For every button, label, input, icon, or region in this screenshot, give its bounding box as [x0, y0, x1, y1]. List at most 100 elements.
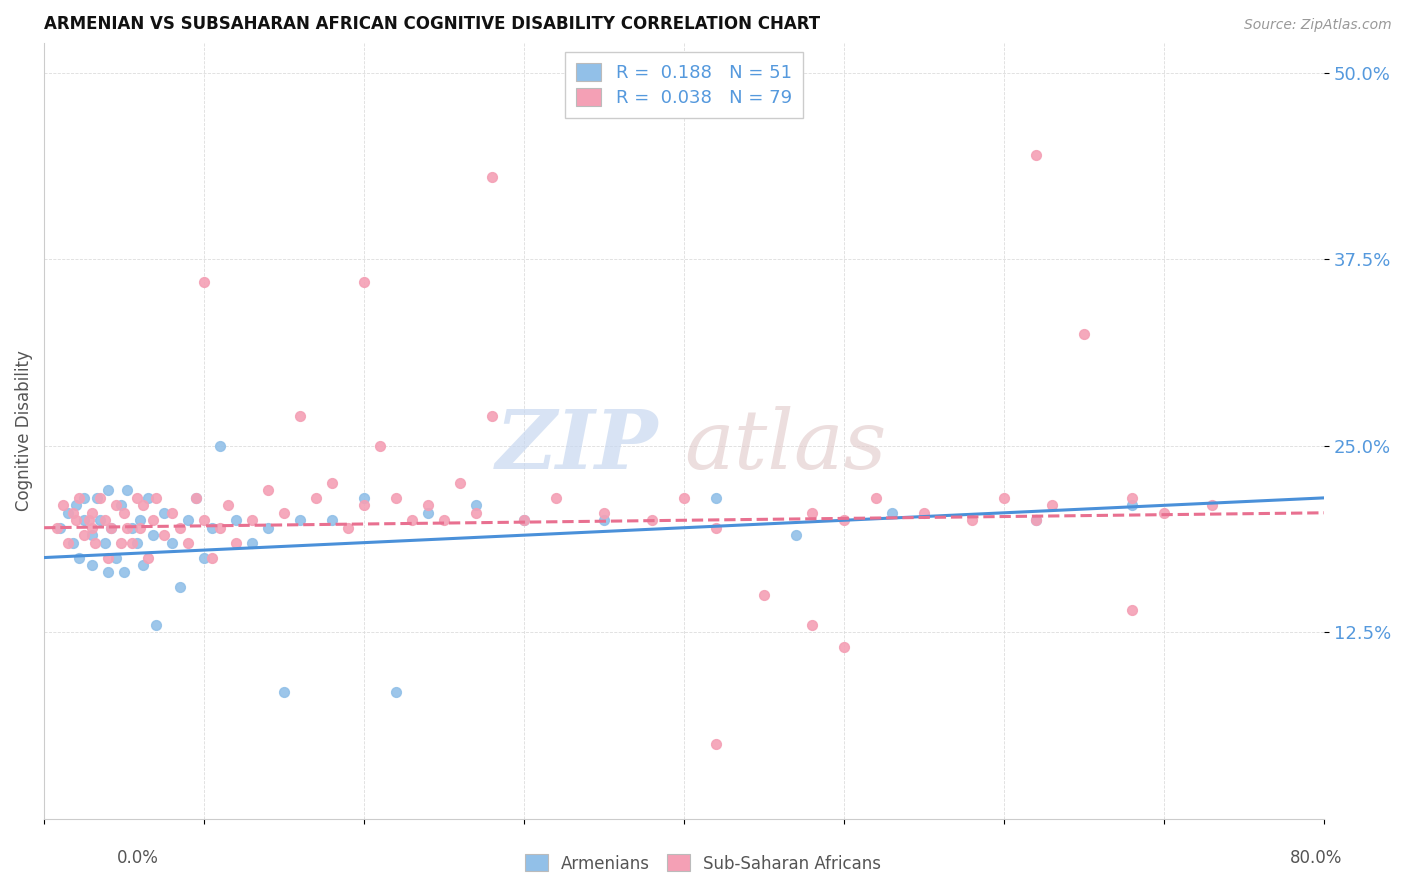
Point: [65, 513, 87, 527]
Point: [110, 499, 132, 513]
Point: [52, 499, 75, 513]
Point: [67, 550, 90, 565]
Point: [160, 535, 183, 549]
Point: [832, 640, 855, 654]
Point: [193, 513, 215, 527]
Point: [97, 550, 120, 565]
Point: [169, 581, 191, 595]
Point: [193, 550, 215, 565]
Point: [544, 491, 567, 505]
Point: [77, 513, 100, 527]
Point: [481, 409, 503, 423]
Point: [184, 491, 207, 505]
Point: [153, 506, 176, 520]
Point: [145, 491, 167, 505]
Point: [704, 737, 727, 751]
Point: [960, 513, 983, 527]
Point: [225, 513, 247, 527]
Point: [801, 506, 824, 520]
Point: [49, 521, 72, 535]
Point: [56, 506, 79, 520]
Point: [105, 550, 128, 565]
Point: [1153, 506, 1175, 520]
Point: [353, 275, 375, 289]
Point: [704, 521, 727, 535]
Point: [1040, 499, 1063, 513]
Point: [880, 506, 903, 520]
Point: [385, 491, 408, 505]
Point: [177, 535, 200, 549]
Point: [288, 513, 311, 527]
Point: [672, 491, 695, 505]
Point: [82, 521, 104, 535]
Point: [785, 528, 807, 542]
Y-axis label: Cognitive Disability: Cognitive Disability: [15, 351, 32, 511]
Point: [97, 483, 120, 498]
Point: [801, 617, 824, 632]
Point: [912, 506, 935, 520]
Legend: Armenians, Sub-Saharan Africans: Armenians, Sub-Saharan Africans: [517, 847, 889, 880]
Point: [593, 513, 616, 527]
Point: [129, 521, 152, 535]
Point: [433, 513, 456, 527]
Point: [385, 685, 408, 699]
Point: [865, 491, 887, 505]
Point: [832, 513, 855, 527]
Text: atlas: atlas: [683, 406, 886, 486]
Point: [273, 506, 295, 520]
Point: [65, 499, 87, 513]
Point: [136, 491, 159, 505]
Point: [353, 499, 375, 513]
Point: [321, 475, 343, 490]
Point: [368, 439, 391, 453]
Text: 0.0%: 0.0%: [117, 849, 159, 867]
Point: [153, 528, 176, 542]
Point: [97, 566, 120, 580]
Point: [94, 535, 117, 549]
Point: [257, 521, 280, 535]
Point: [112, 566, 135, 580]
Point: [201, 521, 224, 535]
Point: [1025, 513, 1047, 527]
Point: [416, 506, 439, 520]
Point: [117, 521, 139, 535]
Point: [273, 685, 295, 699]
Point: [84, 535, 107, 549]
Point: [1121, 499, 1143, 513]
Point: [1025, 513, 1047, 527]
Point: [752, 588, 775, 602]
Point: [321, 513, 343, 527]
Point: [82, 528, 104, 542]
Point: [112, 506, 135, 520]
Point: [1201, 499, 1223, 513]
Point: [416, 499, 439, 513]
Point: [73, 528, 96, 542]
Point: [129, 513, 152, 527]
Point: [217, 499, 239, 513]
Legend: R =  0.188   N = 51, R =  0.038   N = 79: R = 0.188 N = 51, R = 0.038 N = 79: [565, 52, 803, 118]
Point: [240, 535, 263, 549]
Point: [240, 513, 263, 527]
Point: [121, 535, 143, 549]
Point: [465, 506, 488, 520]
Text: ZIP: ZIP: [496, 406, 658, 486]
Point: [56, 535, 79, 549]
Point: [225, 535, 247, 549]
Point: [100, 521, 122, 535]
Point: [136, 550, 159, 565]
Point: [401, 513, 423, 527]
Point: [86, 491, 108, 505]
Point: [132, 558, 155, 572]
Text: Source: ZipAtlas.com: Source: ZipAtlas.com: [1244, 18, 1392, 32]
Point: [89, 513, 111, 527]
Point: [201, 550, 224, 565]
Point: [257, 483, 280, 498]
Point: [62, 506, 84, 520]
Point: [513, 513, 536, 527]
Point: [160, 506, 183, 520]
Point: [125, 535, 148, 549]
Point: [353, 491, 375, 505]
Point: [73, 513, 96, 527]
Text: 80.0%: 80.0%: [1291, 849, 1343, 867]
Point: [288, 409, 311, 423]
